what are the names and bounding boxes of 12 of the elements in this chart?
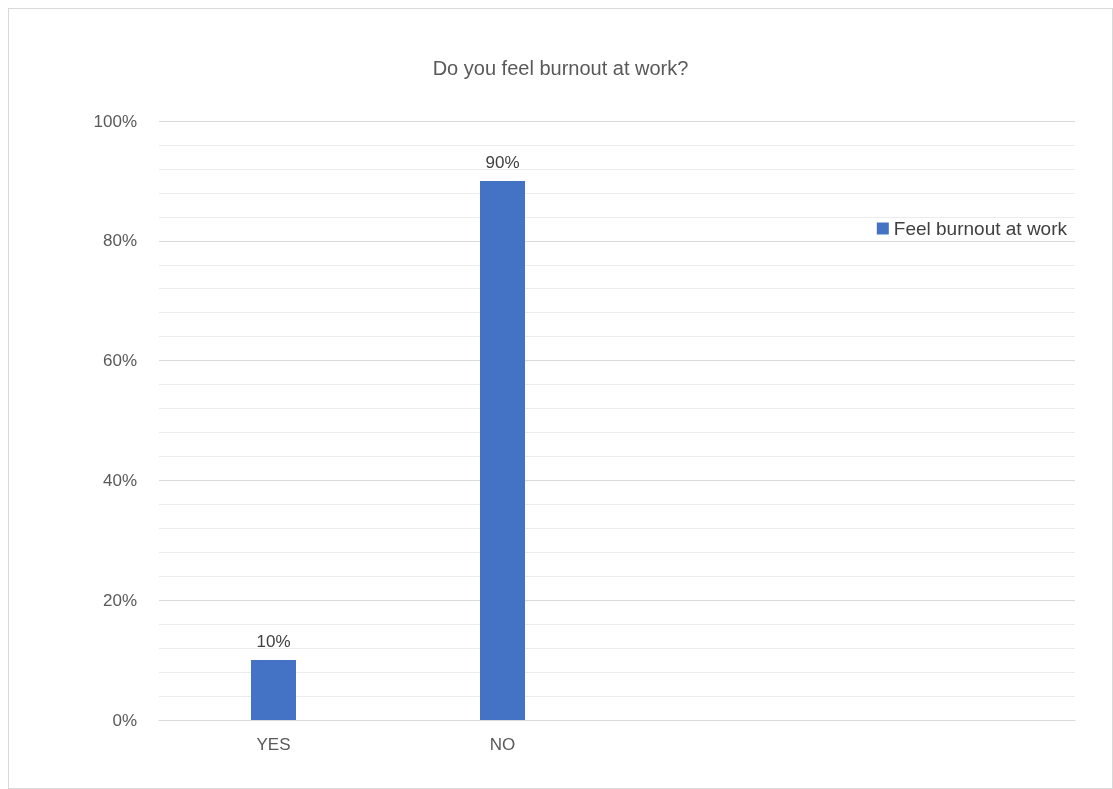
x-tick-label: NO [489, 735, 516, 754]
data-label: 90% [485, 152, 520, 172]
y-tick-label: 60% [102, 351, 137, 371]
data-label: 10% [256, 632, 291, 652]
y-tick-label: 80% [102, 231, 137, 251]
x-tick-label: YES [256, 735, 291, 754]
y-tick-label: 100% [93, 111, 137, 131]
chart-title: Do you feel burnout at work? [432, 57, 689, 79]
y-tick-label: 20% [102, 590, 137, 610]
y-tick-label: 0% [112, 710, 137, 730]
y-tick-label: 40% [102, 470, 137, 490]
legend-label: Feel burnout at work [893, 218, 1068, 239]
